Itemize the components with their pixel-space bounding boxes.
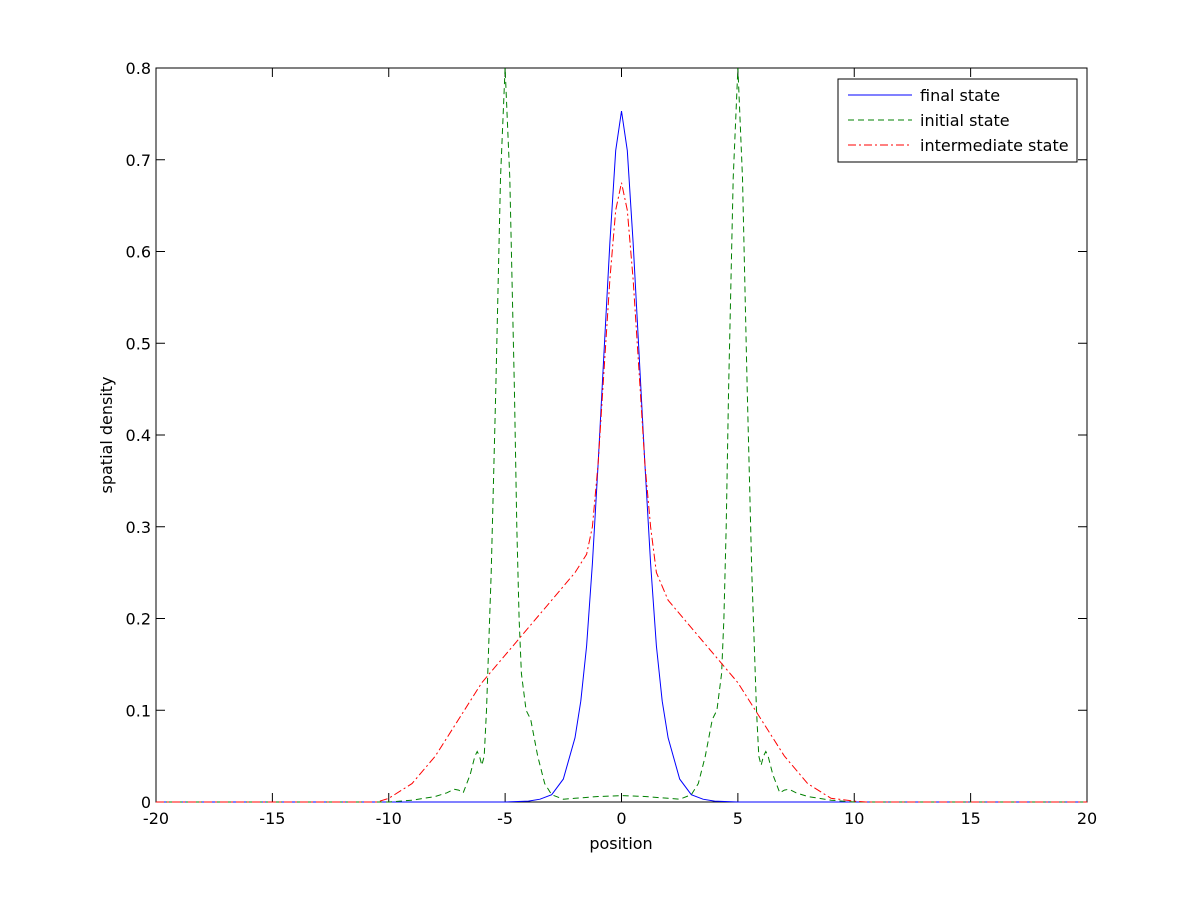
x-axis-label: position [589, 834, 652, 853]
y-tick-label: 0.1 [126, 701, 151, 720]
ticks: -20 -15 -10 -5 0 5 10 15 20 0 0.1 0.2 0.3 0.4 0.5 0.6 0.… [126, 59, 1098, 828]
y-tick-label: 0.6 [126, 243, 151, 262]
x-tick-label: -5 [497, 809, 513, 828]
series-lines [156, 67, 1087, 803]
legend-label: initial state [920, 111, 1010, 130]
y-axis-label: spatial density [97, 376, 116, 493]
x-tick-label: 15 [960, 809, 980, 828]
x-tick-label: 10 [844, 809, 864, 828]
y-tick-label: 0.5 [126, 334, 151, 353]
x-tick-label: -10 [376, 809, 402, 828]
x-tick-label: -20 [143, 809, 169, 828]
legend-label: intermediate state [920, 136, 1069, 155]
axes-box [155, 67, 1088, 803]
series-line-initial-state [156, 67, 1087, 803]
series-line-final-state [156, 111, 1087, 803]
x-tick-label: 5 [733, 809, 743, 828]
x-tick-label: -15 [259, 809, 285, 828]
y-tick-label: 0.7 [126, 151, 151, 170]
y-tick-label: 0.2 [126, 610, 151, 629]
legend-label: final state [920, 86, 1000, 105]
y-tick-label: 0.8 [126, 59, 151, 78]
y-tick-label: 0 [141, 793, 151, 812]
plot-area [155, 67, 1088, 803]
x-tick-label: 20 [1077, 809, 1097, 828]
x-tick-label: 0 [616, 809, 626, 828]
legend-box [837, 78, 1078, 163]
legend: final state initial state intermediate sta… [837, 78, 1078, 163]
series-line-intermediate-state [156, 182, 1087, 803]
y-tick-label: 0.4 [126, 426, 151, 445]
y-tick-label: 0.3 [126, 518, 151, 537]
